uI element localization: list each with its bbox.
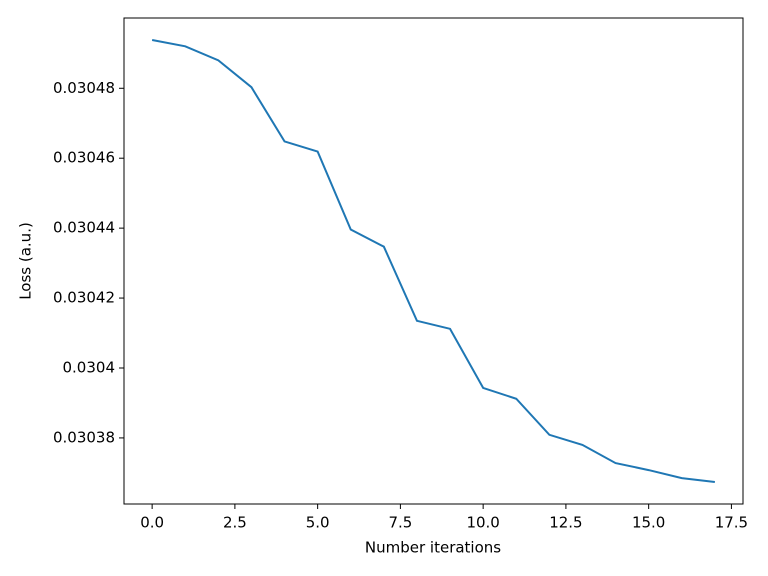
y-tick-label: 0.03042: [53, 289, 115, 307]
y-tick-label: 0.0304: [63, 358, 116, 376]
x-tick-label: 15.0: [632, 514, 665, 532]
plot-frame: [123, 17, 744, 505]
x-tick-label: 5.0: [306, 514, 330, 532]
x-tick-label: 7.5: [388, 514, 412, 532]
y-tick-label: 0.03038: [53, 428, 115, 446]
y-axis-label: Loss (a.u.): [17, 222, 35, 300]
x-tick-label: 10.0: [466, 514, 499, 532]
x-axis-label: Number iterations: [365, 539, 501, 557]
x-tick-label: 17.5: [715, 514, 748, 532]
x-tick-label: 2.5: [223, 514, 247, 532]
line: [151, 39, 715, 483]
x-tick-label: 12.5: [549, 514, 582, 532]
y-tick-label: 0.03046: [53, 149, 115, 167]
x-tick-label: 0.0: [140, 514, 164, 532]
y-tick-label: 0.03048: [53, 79, 115, 97]
y-tick-label: 0.03044: [53, 219, 115, 237]
